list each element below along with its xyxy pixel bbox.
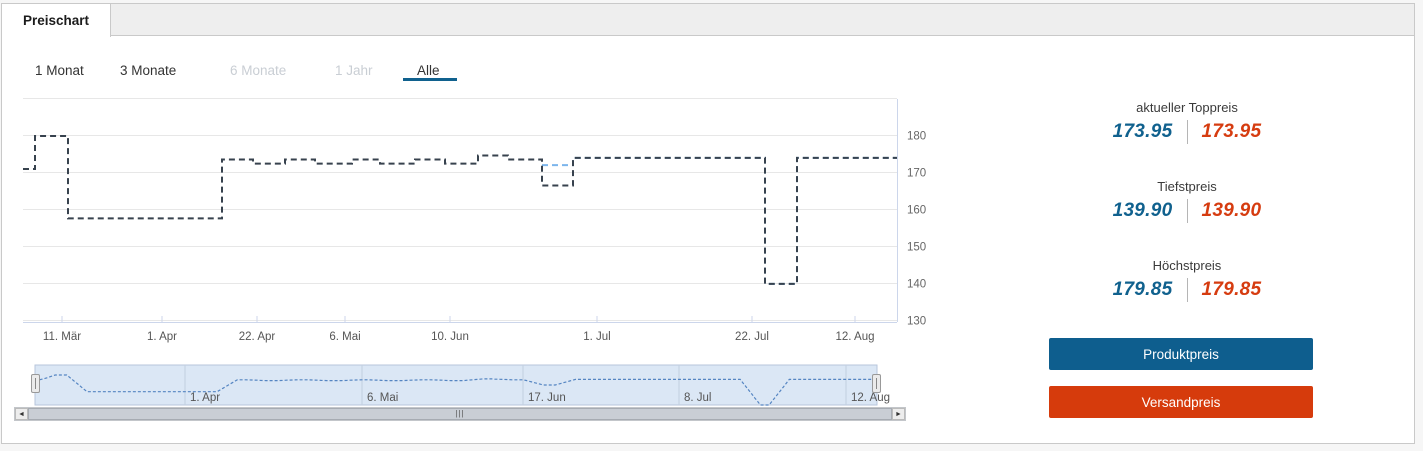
range-selected-underline xyxy=(403,78,457,81)
scrollbar-left-arrow-icon[interactable]: ◄ xyxy=(15,408,28,420)
tab-preischart-label: Preischart xyxy=(22,13,90,28)
svg-text:150: 150 xyxy=(907,242,926,254)
toppreis-value-blue: 173.95 xyxy=(1112,121,1173,142)
svg-text:140: 140 xyxy=(907,279,926,291)
svg-text:130: 130 xyxy=(907,316,926,328)
svg-text:17. Jun: 17. Jun xyxy=(528,392,566,404)
scrollbar-grip-icon: ||| xyxy=(455,409,465,418)
svg-text:22. Apr: 22. Apr xyxy=(239,331,276,343)
svg-text:12. Aug: 12. Aug xyxy=(851,392,890,404)
svg-text:6. Mai: 6. Mai xyxy=(367,392,398,404)
hoechstpreis-values: 179.85 179.85 xyxy=(1022,278,1352,302)
toppreis-label: aktueller Toppreis xyxy=(1136,100,1238,115)
range-option-6-monate: 6 Monate xyxy=(230,63,287,78)
scrollbar-right-arrow-icon[interactable]: ► xyxy=(892,408,905,420)
tiefstpreis-values: 139.90 139.90 xyxy=(1022,199,1352,223)
hoechstpreis-label: Höchstpreis xyxy=(1152,258,1222,273)
toppreis-values: 173.95 173.95 xyxy=(1022,120,1352,144)
range-option-1-monat[interactable]: 1 Monat xyxy=(35,63,84,78)
svg-text:8. Jul: 8. Jul xyxy=(684,392,712,404)
svg-text:11. Mär: 11. Mär xyxy=(43,331,81,343)
hoechstpreis-value-blue: 179.85 xyxy=(1112,279,1173,300)
price-chart-svg[interactable]: 180 170 160 150 140 130 11. Mär 1. Apr 22. Apr 6.… xyxy=(2,4,942,429)
svg-text:170: 170 xyxy=(907,168,926,180)
toppreis-value-red: 173.95 xyxy=(1201,121,1262,142)
range-option-1-jahr: 1 Jahr xyxy=(335,63,373,78)
navigator-right-handle[interactable] xyxy=(872,374,881,393)
tab-preischart[interactable]: Preischart xyxy=(1,3,111,37)
svg-text:1. Apr: 1. Apr xyxy=(190,392,220,404)
svg-text:1. Jul: 1. Jul xyxy=(583,331,611,343)
price-divider xyxy=(1186,199,1188,223)
tiefstpreis-label: Tiefstpreis xyxy=(1157,179,1217,194)
svg-text:22. Jul: 22. Jul xyxy=(735,331,769,343)
svg-text:1. Apr: 1. Apr xyxy=(147,331,177,343)
range-option-alle[interactable]: Alle xyxy=(417,63,440,78)
price-summary: aktueller Toppreis 173.95 173.95 Tiefstp… xyxy=(1022,4,1352,445)
tab-bar: Preischart xyxy=(1,3,1414,37)
price-divider xyxy=(1186,120,1188,144)
scrollbar-thumb[interactable]: ||| xyxy=(28,408,892,420)
svg-text:160: 160 xyxy=(907,205,926,217)
svg-text:10. Jun: 10. Jun xyxy=(431,331,469,343)
tiefstpreis-value-red: 139.90 xyxy=(1201,200,1262,221)
chart-scrollbar[interactable]: ◄ ||| ► xyxy=(14,407,906,421)
svg-text:12. Aug: 12. Aug xyxy=(835,331,874,343)
versandpreis-button[interactable]: Versandpreis xyxy=(1049,386,1313,418)
hoechstpreis-value-red: 179.85 xyxy=(1201,279,1262,300)
range-option-3-monate[interactable]: 3 Monate xyxy=(120,63,177,78)
tiefstpreis-value-blue: 139.90 xyxy=(1112,200,1173,221)
price-divider xyxy=(1186,278,1188,302)
svg-text:180: 180 xyxy=(907,131,926,143)
preischart-panel: Preischart 1 Monat 3 Monate 6 Monate 1 J… xyxy=(1,3,1415,444)
produktpreis-button[interactable]: Produktpreis xyxy=(1049,338,1313,370)
svg-text:6. Mai: 6. Mai xyxy=(329,331,360,343)
navigator-left-handle[interactable] xyxy=(31,374,40,393)
